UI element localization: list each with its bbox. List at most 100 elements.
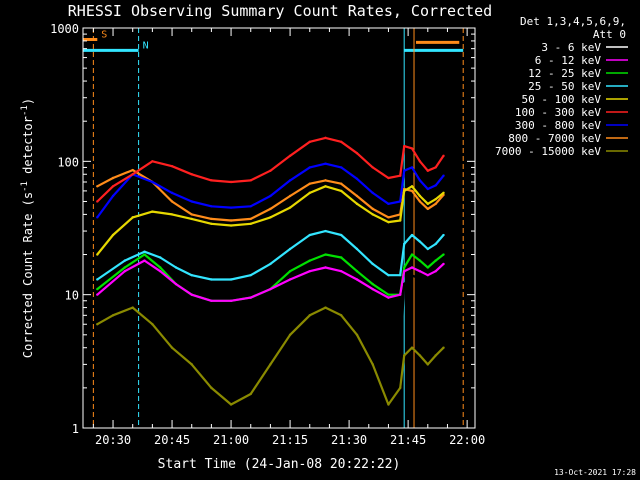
- data-point: [387, 202, 390, 206]
- data-point: [96, 323, 99, 326]
- data-point: [174, 282, 178, 286]
- data-point: [371, 213, 374, 216]
- data-point: [96, 253, 99, 256]
- data-point: [210, 222, 213, 226]
- series-line: [96, 270, 445, 357]
- data-point: [402, 269, 406, 273]
- data-point: [269, 262, 272, 266]
- data-point: [399, 174, 402, 177]
- data-point: [399, 219, 402, 222]
- legend-label: 3 - 6 keV: [541, 41, 601, 54]
- data-point: [426, 187, 429, 191]
- data-point: [371, 287, 374, 291]
- data-point: [308, 282, 311, 286]
- data-point: [340, 233, 343, 237]
- data-point: [269, 216, 272, 219]
- data-point: [324, 179, 327, 182]
- data-point: [324, 266, 327, 269]
- data-point: [355, 152, 359, 155]
- data-point: [111, 194, 115, 198]
- y-tick-label: 1: [72, 422, 79, 436]
- data-point: [308, 233, 311, 237]
- data-point: [269, 207, 272, 211]
- legend-label: 7000 - 15000 keV: [495, 145, 601, 158]
- data-point: [434, 242, 437, 246]
- data-point: [170, 346, 174, 349]
- data-point: [418, 179, 422, 182]
- data-point: [269, 194, 272, 198]
- data-point: [210, 217, 213, 221]
- data-point: [371, 282, 374, 286]
- data-point: [170, 213, 174, 216]
- x-tick-label: 21:15: [272, 433, 308, 447]
- y-tick-label: 100: [57, 155, 79, 169]
- data-point: [159, 269, 162, 273]
- data-point: [190, 213, 193, 216]
- data-point: [355, 269, 359, 273]
- y-axis: 1 10 100 1000: [50, 22, 475, 436]
- data-point: [288, 278, 292, 281]
- data-point: [308, 269, 311, 273]
- data-point: [308, 166, 311, 169]
- data-point: [174, 266, 178, 269]
- data-point: [308, 259, 311, 262]
- data-point: [131, 168, 134, 172]
- data-point: [426, 247, 429, 251]
- data-point: [111, 233, 115, 237]
- data-point: [410, 147, 414, 150]
- data-point: [151, 180, 154, 184]
- data-point: [288, 179, 292, 182]
- series-line: [96, 136, 445, 203]
- data-point: [96, 200, 99, 203]
- data-point: [210, 179, 213, 182]
- data-point: [340, 256, 343, 259]
- data-point: [159, 266, 162, 269]
- data-point: [426, 363, 429, 366]
- data-point: [324, 229, 327, 233]
- y-label-end: ): [21, 98, 35, 105]
- data-point: [442, 262, 445, 266]
- flag-label: S: [101, 29, 107, 40]
- data-point: [249, 179, 252, 182]
- data-point: [340, 278, 343, 281]
- data-point: [402, 354, 406, 357]
- x-tick-label: 21:00: [213, 433, 249, 447]
- data-point: [151, 323, 154, 326]
- data-point: [387, 354, 390, 357]
- data-point: [229, 180, 233, 184]
- data-point: [111, 314, 115, 317]
- data-point: [442, 253, 445, 256]
- data-point: [143, 250, 146, 253]
- data-point: [249, 205, 252, 208]
- x-tick-label: 22:00: [449, 433, 485, 447]
- data-point: [340, 269, 343, 273]
- x-tick-label: 20:30: [95, 433, 131, 447]
- data-point: [355, 177, 359, 180]
- data-point: [324, 136, 327, 140]
- data-point: [123, 278, 127, 281]
- data-point: [324, 273, 327, 277]
- data-point: [249, 296, 252, 299]
- data-point: [288, 194, 292, 198]
- data-point: [442, 191, 445, 195]
- series-line: [96, 162, 445, 219]
- data-point: [399, 293, 402, 296]
- data-point: [249, 392, 252, 396]
- data-point: [410, 253, 414, 256]
- data-point: [210, 386, 213, 390]
- data-point: [190, 333, 193, 337]
- data-point: [371, 333, 374, 337]
- data-point: [159, 282, 162, 286]
- data-point: [442, 273, 445, 277]
- data-point: [442, 346, 445, 349]
- legend-label: 300 - 800 keV: [515, 119, 601, 132]
- data-point: [288, 154, 292, 158]
- data-point: [229, 219, 233, 222]
- data-point: [249, 351, 252, 354]
- y-label-exp-2: -1: [20, 105, 30, 116]
- data-point: [434, 184, 437, 187]
- data-point: [355, 194, 359, 198]
- data-point: [340, 182, 343, 185]
